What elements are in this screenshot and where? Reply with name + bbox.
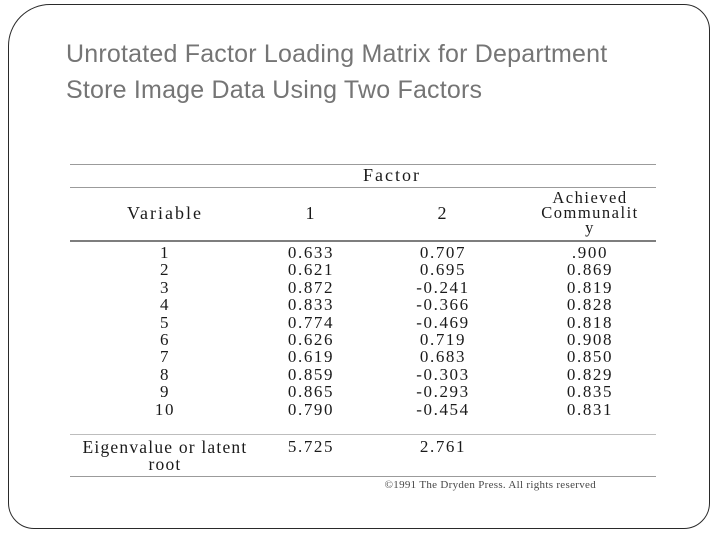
column-header-variable: Variable [127,203,203,223]
cell-variable: 8 [159,364,171,384]
cell-variable: 1 [159,243,171,262]
cell-factor1: 0.859 [287,364,335,384]
column-header-achieved-communality: Achieved Communalit y [524,187,656,240]
table-row: 9 0.865 -0.293 0.835 [70,382,656,402]
cell-factor2: -0.366 [416,295,470,315]
cell-communality: 0.908 [566,329,614,349]
cell-communality: 0.818 [566,312,614,332]
cell-factor1: 0.626 [287,329,335,349]
eigenvalue-communality-empty [524,439,656,472]
eigenvalue-factor1: 5.725 [287,437,335,456]
column-header-factor1: 1 [305,203,317,223]
cell-factor2: 0.719 [419,329,467,349]
eigenvalue-label: Eigenvalue or latent root [70,439,260,472]
cell-variable: 2 [159,260,171,280]
cell-factor2: -0.293 [416,382,470,402]
cell-factor1: 0.790 [287,399,335,419]
cell-communality: 0.831 [566,399,614,419]
cell-factor2: -0.241 [416,277,470,297]
cell-communality: 0.869 [566,260,614,280]
cell-factor2: -0.303 [416,364,470,384]
cell-factor1: 0.619 [287,347,335,367]
table-row: 10 0.790 -0.454 0.831 [70,399,656,419]
eigenvalue-label-line2: root [148,453,182,474]
table-row: 7 0.619 0.683 0.850 [70,347,656,367]
body-footer-divider-rule [70,434,656,435]
cell-variable: 4 [159,295,171,315]
factor-header-rule [70,187,656,188]
cell-factor1: 0.633 [287,243,335,262]
cell-factor1: 0.833 [287,295,335,315]
cell-factor1: 0.872 [287,277,335,297]
cell-communality: 0.829 [566,364,614,384]
cell-factor2: 0.683 [419,347,467,367]
table-row: 8 0.859 -0.303 0.829 [70,364,656,384]
cell-factor1: 0.865 [287,382,335,402]
cell-variable: 7 [159,347,171,367]
cell-factor2: 0.707 [419,243,467,262]
table-row: 2 0.621 0.695 0.869 [70,260,656,280]
cell-communality: 0.828 [566,295,614,315]
copyright-notice: ©1991 The Dryden Press. All rights reser… [384,479,596,491]
cell-variable: 3 [159,277,171,297]
cell-variable: 10 [154,399,176,419]
header-body-divider-rule [70,240,656,242]
factor-column-group-header: Factor [363,165,421,185]
slide-border [8,4,710,529]
table-row: 4 0.833 -0.366 0.828 [70,295,656,315]
achieved-communality-line3: y [585,217,595,237]
cell-variable: 6 [159,329,171,349]
cell-factor1: 0.774 [287,312,335,332]
cell-communality: 0.819 [566,277,614,297]
column-header-factor2: 2 [437,203,449,223]
table-top-rule [70,164,656,165]
table-row: 5 0.774 -0.469 0.818 [70,312,656,332]
eigenvalue-label-line1: Eigenvalue or latent [82,437,248,457]
eigenvalue-row: Eigenvalue or latent root 5.725 2.761 [70,437,656,472]
cell-factor1: 0.621 [287,260,335,280]
achieved-communality-line2: Communalit [541,203,639,223]
table-bottom-rule [70,476,656,477]
cell-variable: 9 [159,382,171,402]
cell-factor2: -0.454 [416,399,470,419]
slide-title: Unrotated Factor Loading Matrix for Depa… [66,40,608,104]
table-row: 1 0.633 0.707 .900 [70,243,656,262]
eigenvalue-factor2: 2.761 [419,437,467,456]
factor-loading-table: Factor Variable 1 2 Achieved Communalit … [70,158,656,503]
table-row: 3 0.872 -0.241 0.819 [70,277,656,297]
cell-factor2: -0.469 [416,312,470,332]
table-header-row: Variable 1 2 Achieved Communalit y [70,187,656,240]
achieved-communality-line1: Achieved [552,188,628,208]
cell-variable: 5 [159,312,171,332]
table-row: 6 0.626 0.719 0.908 [70,329,656,349]
cell-communality: .900 [571,243,609,262]
table-body: 1 0.633 0.707 .900 2 0.621 0.695 0.869 3… [70,244,656,418]
cell-communality: 0.850 [566,347,614,367]
cell-communality: 0.835 [566,382,614,402]
cell-factor2: 0.695 [419,260,467,280]
